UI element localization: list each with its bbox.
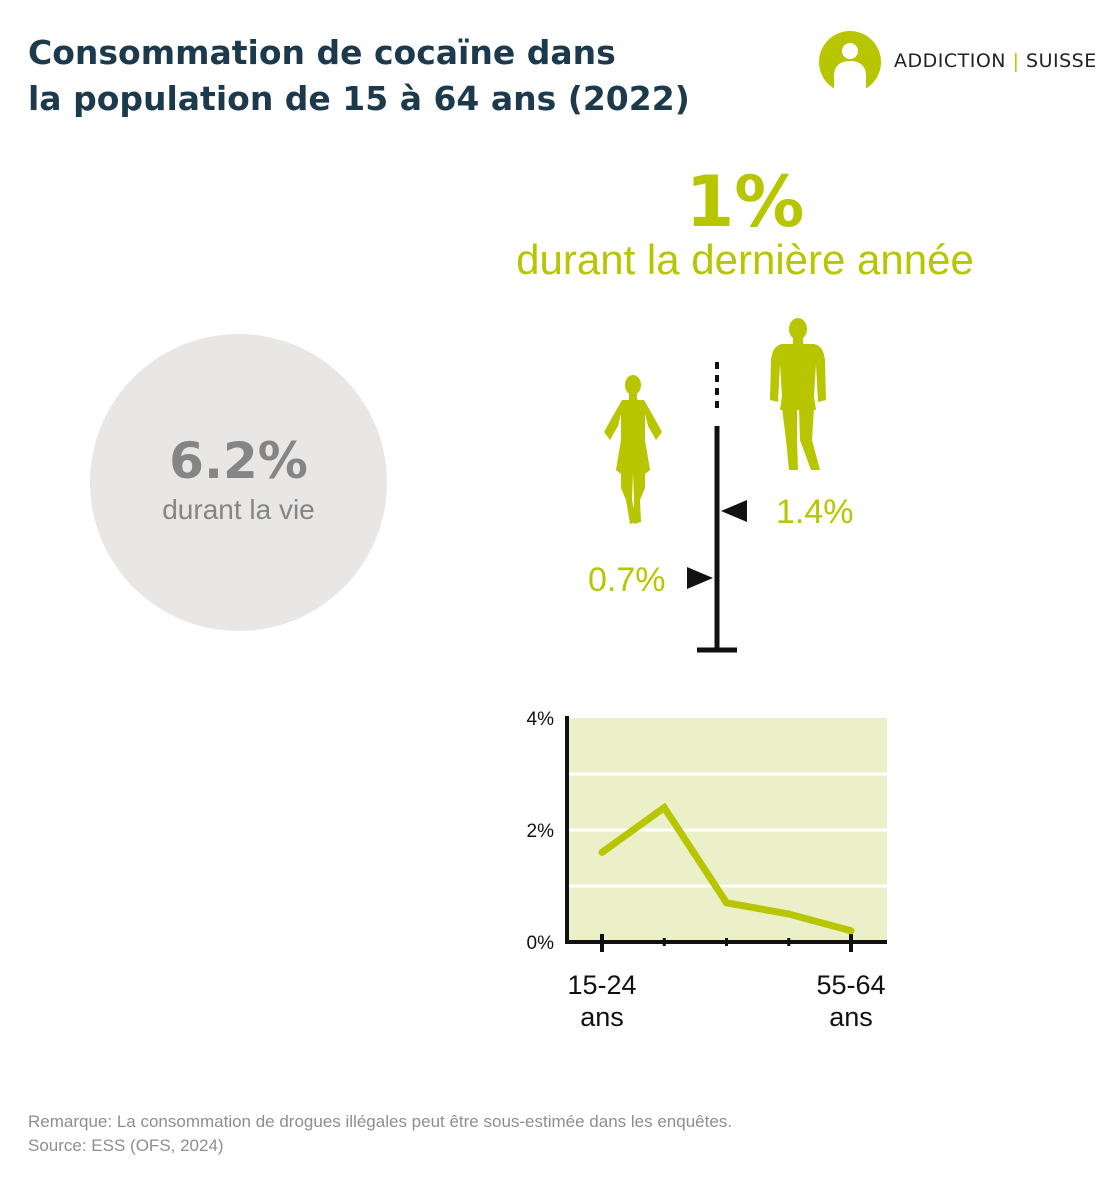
- women-marker: [687, 567, 713, 589]
- x-label-first-line2: ans: [580, 1002, 624, 1032]
- footer-source: Source: ESS (OFS, 2024): [28, 1136, 224, 1155]
- footer: Remarque: La consommation de drogues ill…: [28, 1110, 732, 1158]
- y-tick-label: 0%: [527, 933, 555, 954]
- gender-figure: [604, 318, 826, 653]
- men-marker: [721, 500, 747, 522]
- data-point: [847, 927, 855, 935]
- logo-text-right: SUISSE: [1026, 50, 1096, 72]
- lifetime-circle: [90, 334, 387, 631]
- y-tick-label: 4%: [527, 709, 555, 730]
- x-label-first-line1: 15-24: [567, 970, 636, 1000]
- addiction-suisse-logo: ADDICTION | SUISSE: [818, 30, 1096, 94]
- last-year-value: 1%: [685, 161, 805, 243]
- page-title: Consommation de cocaïne dans la populati…: [28, 30, 748, 122]
- data-point: [598, 848, 606, 856]
- footer-note: Remarque: La consommation de drogues ill…: [28, 1112, 733, 1131]
- men-value: 1.4%: [776, 493, 854, 531]
- man-silhouette-icon: [770, 318, 826, 470]
- age-line-chart: 0% 2% 4% 15-24 ans 55-64 ans: [527, 709, 887, 1032]
- data-point: [785, 910, 793, 918]
- logo-text-left: ADDICTION: [894, 50, 1007, 72]
- x-label-last-line2: ans: [829, 1002, 873, 1032]
- logo-text: ADDICTION | SUISSE: [894, 50, 1096, 72]
- scale-axis: [697, 362, 737, 653]
- addiction-suisse-logo-icon: [819, 31, 881, 93]
- y-tick-labels: 0% 2% 4%: [527, 709, 555, 954]
- lifetime-label: durant la vie: [162, 494, 315, 525]
- title-line-2: la population de 15 à 64 ans (2022): [28, 79, 690, 118]
- data-point: [660, 804, 668, 812]
- women-value: 0.7%: [588, 561, 666, 599]
- lifetime-value: 6.2%: [169, 432, 308, 490]
- y-tick-label: 2%: [527, 821, 555, 842]
- logo-separator: |: [1012, 50, 1020, 72]
- grid-lines: [567, 772, 887, 888]
- woman-silhouette-icon: [604, 375, 662, 524]
- last-year-label: durant la dernière année: [516, 236, 974, 283]
- x-label-last-line1: 55-64: [816, 970, 885, 1000]
- title-line-1: Consommation de cocaïne dans: [28, 33, 616, 72]
- x-ticks: [600, 934, 853, 952]
- data-points: [598, 804, 855, 935]
- data-point: [723, 899, 730, 907]
